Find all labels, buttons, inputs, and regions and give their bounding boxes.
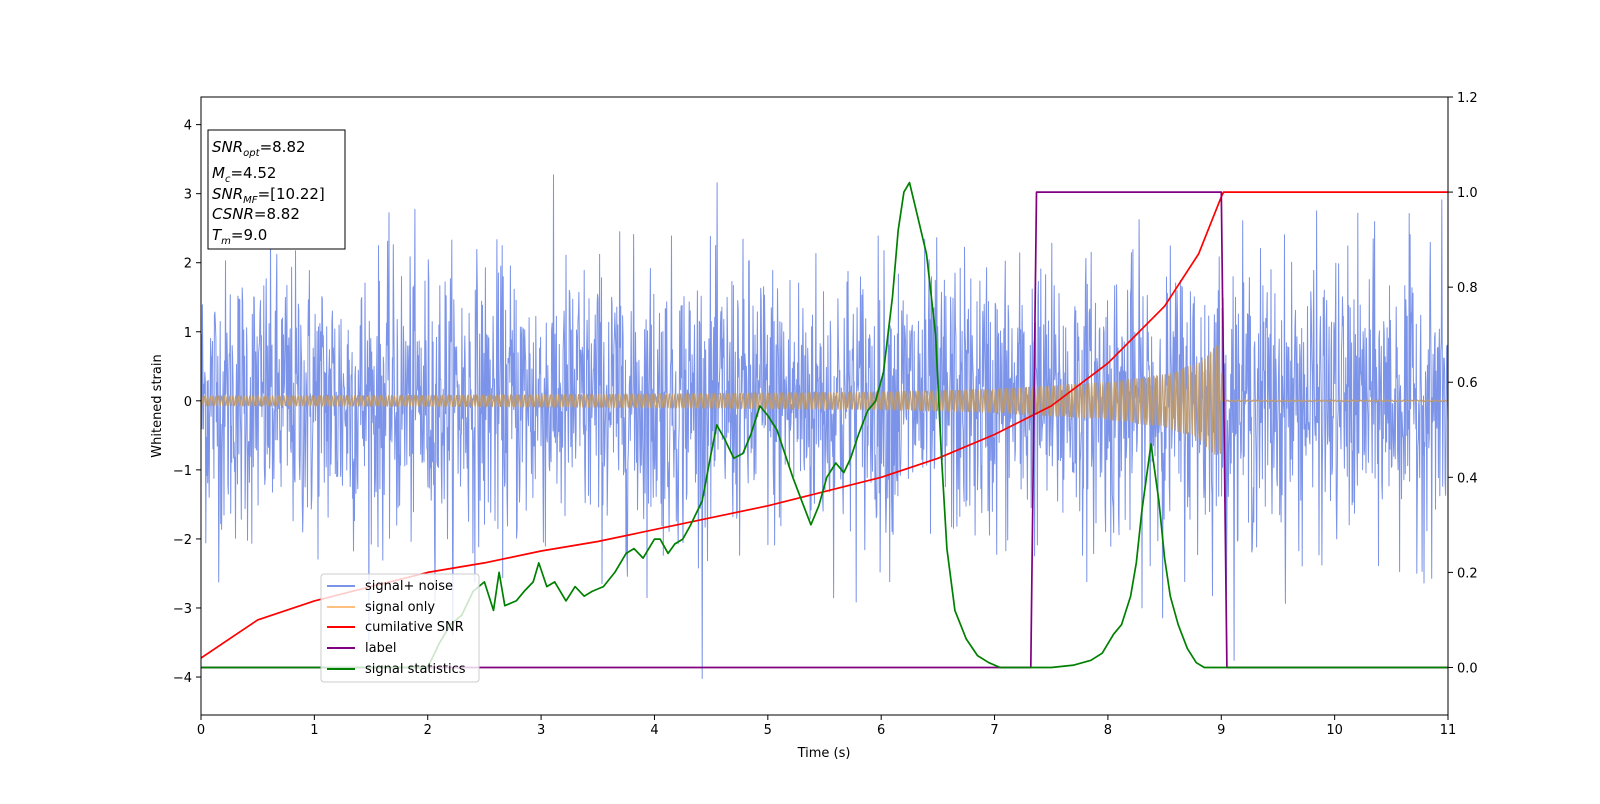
axes-layer: 0 1 2 3 4 5 6 7 8 9 10 11 −4 −3 −2 −1 0 1 2 3 4 0.0 0.2 0.4 0.6 0… <box>173 91 1478 738</box>
series-line-4 <box>201 181 1448 669</box>
y-left-tick-label: −3 <box>173 602 192 617</box>
x-tick-label: 6 <box>877 723 885 738</box>
x-tick-label: 5 <box>764 723 772 738</box>
y-left-tick-label: 0 <box>184 395 192 410</box>
y-left-tick-label: 1 <box>184 326 192 341</box>
y-right-tick-label: 0.0 <box>1457 661 1478 676</box>
y-right-tick-label: 0.4 <box>1457 471 1478 486</box>
info-snr-mf: SNRMF=[10.22] <box>212 185 325 206</box>
plot-frame <box>200 96 1449 716</box>
x-tick-label: 7 <box>990 723 998 738</box>
x-tick-label: 3 <box>537 723 545 738</box>
legend: signal+ noise signal only cumilative SNR… <box>320 573 480 683</box>
y-right-tick-label: 1.2 <box>1457 91 1478 106</box>
series-line-0 <box>201 174 1448 679</box>
y-left-tick-label: 4 <box>184 119 192 134</box>
x-tick-label: 0 <box>197 723 205 738</box>
y-right-tick-label: 0.2 <box>1457 566 1478 581</box>
x-tick-label: 9 <box>1217 723 1225 738</box>
x-tick-label: 1 <box>310 723 318 738</box>
y-right-tick-label: 0.6 <box>1457 376 1478 391</box>
x-axis-title: Time (s) <box>797 746 851 761</box>
y-right-tick-label: 0.8 <box>1457 281 1478 296</box>
legend-label-cumulative-snr: cumilative SNR <box>365 620 464 635</box>
y-right-tick-label: 1.0 <box>1457 186 1478 201</box>
legend-label-signal-statistics: signal statistics <box>365 662 466 677</box>
y-left-tick-label: −1 <box>173 464 192 479</box>
x-tick-label: 4 <box>650 723 658 738</box>
series-line-1 <box>201 345 1448 455</box>
info-snr-opt: SNRopt=8.82 <box>212 138 306 159</box>
info-csnr: CSNR=8.82 <box>212 205 300 223</box>
info-box-frame <box>207 129 346 250</box>
y-left-tick-label: 3 <box>184 188 192 203</box>
legend-label-signal-only: signal only <box>365 600 435 615</box>
y-left-tick-label: 2 <box>184 257 192 272</box>
legend-frame <box>320 573 480 683</box>
y-axis-title: Whitened strain <box>150 354 165 457</box>
info-tm: Tm=9.0 <box>212 226 267 247</box>
y-left-tick-label: −4 <box>173 671 192 686</box>
x-tick-label: 8 <box>1104 723 1112 738</box>
y-left-tick-label: −2 <box>173 533 192 548</box>
x-tick-label: 11 <box>1440 723 1457 738</box>
info-mc: Mc=4.52 <box>212 164 276 185</box>
info-box: SNRopt=8.82 Mc=4.52 SNRMF=[10.22] CSNR=8… <box>207 129 346 250</box>
legend-label-label: label <box>365 641 396 656</box>
x-tick-label: 2 <box>424 723 432 738</box>
x-tick-label: 10 <box>1326 723 1343 738</box>
legend-label-signal-noise: signal+ noise <box>365 579 453 594</box>
